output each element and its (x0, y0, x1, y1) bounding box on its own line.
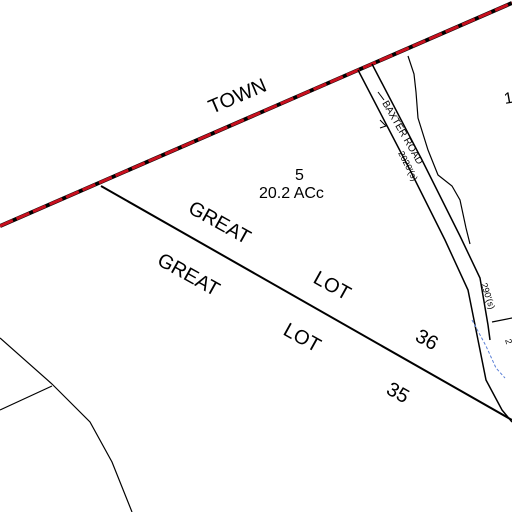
great-lot-35-number-label: 35 (383, 378, 413, 408)
great-lot-35-great-label: GREAT (154, 249, 224, 301)
right-parcel-line (491, 317, 512, 323)
baxter-road-west-edge (357, 69, 479, 341)
town-boundary-line (0, 1, 512, 228)
road-arrow-mark-bottom (379, 119, 387, 129)
great-lot-36-number-label: 36 (412, 325, 442, 355)
lower-left-parcel-line-1 (0, 337, 133, 512)
great-lot-boundary-line (100, 185, 512, 421)
lower-left-parcel-line-2 (0, 385, 53, 411)
water-line (471, 319, 506, 379)
lot-number-label: 5 (295, 167, 304, 184)
road-continuation-line (477, 339, 512, 423)
road-arrow-mark-top (377, 91, 385, 101)
baxter-road-east-edge (371, 63, 491, 341)
road-width-label-2: 290'(s) (479, 282, 497, 311)
edge-fragment-label-1: 1 (503, 90, 512, 108)
great-lot-35-lot-label: LOT (280, 319, 325, 357)
stream-line (407, 55, 471, 245)
great-lot-36-lot-label: LOT (310, 267, 355, 305)
edge-fragment-label-2: 2 (503, 338, 512, 346)
great-lot-36-great-label: GREAT (185, 197, 255, 249)
lot-area-label: 20.2 ACc (259, 185, 324, 202)
